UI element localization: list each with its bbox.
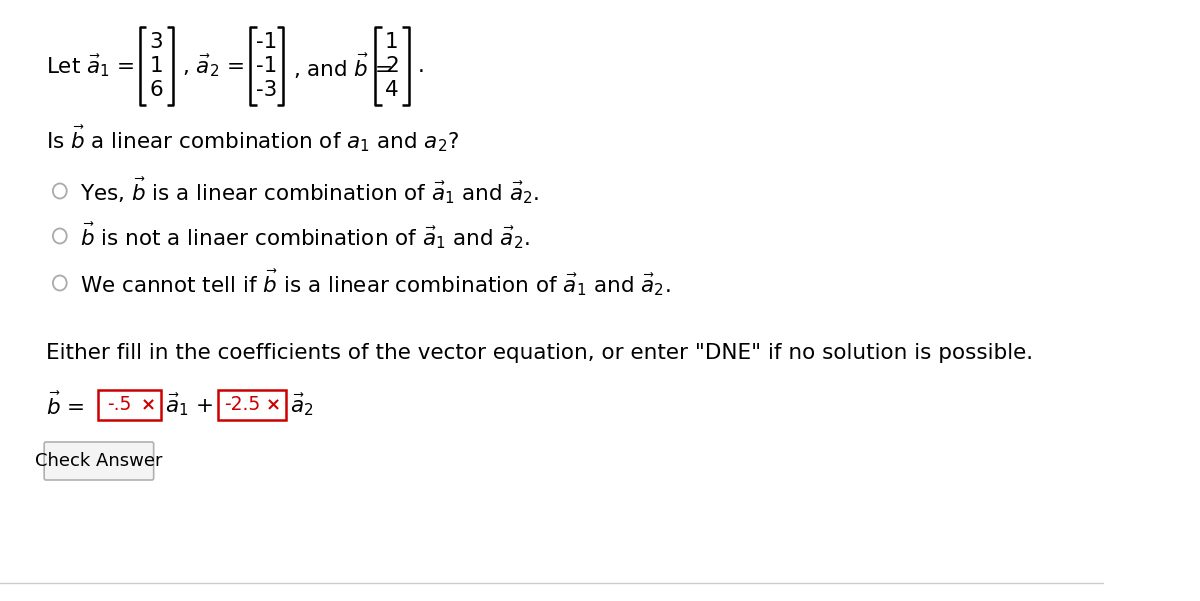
- FancyBboxPatch shape: [218, 390, 286, 420]
- Text: $\vec{b}$ is not a linaer combination of $\vec{a}_1$ and $\vec{a}_2$.: $\vec{b}$ is not a linaer combination of…: [80, 221, 530, 251]
- Text: Either fill in the coefficients of the vector equation, or enter "DNE" if no sol: Either fill in the coefficients of the v…: [46, 343, 1033, 363]
- Text: , and $\vec{b}$ =: , and $\vec{b}$ =: [293, 52, 394, 81]
- Text: ×: ×: [140, 396, 156, 414]
- Text: 6: 6: [150, 80, 163, 100]
- Text: -1: -1: [257, 32, 277, 52]
- Text: ×: ×: [265, 396, 281, 414]
- Text: $\vec{a}_2$: $\vec{a}_2$: [290, 392, 313, 418]
- Text: -2.5: -2.5: [224, 395, 260, 415]
- Text: 4: 4: [385, 80, 398, 100]
- Text: 1: 1: [385, 32, 398, 52]
- Text: -3: -3: [257, 80, 277, 100]
- Text: Is $\vec{b}$ a linear combination of $a_1$ and $a_2$?: Is $\vec{b}$ a linear combination of $a_…: [46, 124, 460, 154]
- Text: , $\vec{a}_2$ =: , $\vec{a}_2$ =: [182, 53, 246, 79]
- Text: $\vec{a}_1$ +: $\vec{a}_1$ +: [164, 392, 215, 418]
- Text: 2: 2: [385, 56, 398, 76]
- Text: Check Answer: Check Answer: [35, 452, 163, 470]
- Text: Let $\vec{a}_1$ =: Let $\vec{a}_1$ =: [46, 53, 137, 79]
- Text: .: .: [418, 56, 425, 76]
- Text: 3: 3: [150, 32, 163, 52]
- Text: We cannot tell if $\vec{b}$ is a linear combination of $\vec{a}_1$ and $\vec{a}_: We cannot tell if $\vec{b}$ is a linear …: [80, 267, 671, 298]
- FancyBboxPatch shape: [44, 442, 154, 480]
- FancyBboxPatch shape: [98, 390, 161, 420]
- Text: -1: -1: [257, 56, 277, 76]
- Text: Yes, $\vec{b}$ is a linear combination of $\vec{a}_1$ and $\vec{a}_2$.: Yes, $\vec{b}$ is a linear combination o…: [80, 175, 539, 206]
- Text: -.5: -.5: [107, 395, 131, 415]
- Text: $\vec{b}$ =: $\vec{b}$ =: [46, 391, 86, 418]
- Text: 1: 1: [150, 56, 163, 76]
